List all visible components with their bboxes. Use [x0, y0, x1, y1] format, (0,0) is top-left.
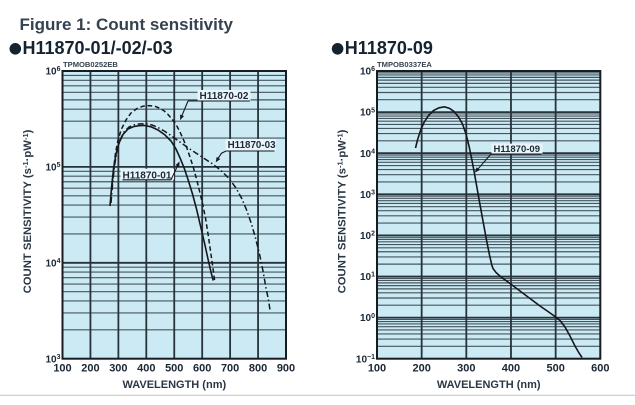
svg-text:WAVELENGTH (nm): WAVELENGTH (nm)	[122, 379, 226, 391]
svg-text:300: 300	[109, 362, 127, 374]
svg-text:H11870-01: H11870-01	[123, 170, 172, 181]
svg-text:101: 101	[360, 272, 375, 283]
svg-text:700: 700	[221, 362, 239, 374]
svg-text:106: 106	[45, 66, 60, 77]
svg-text:102: 102	[360, 231, 375, 242]
svg-text:400: 400	[137, 362, 155, 374]
svg-text:500: 500	[546, 362, 564, 374]
svg-text:600: 600	[591, 362, 609, 374]
svg-text:H11870-02: H11870-02	[200, 91, 249, 102]
svg-text:900: 900	[277, 362, 295, 374]
svg-text:800: 800	[249, 362, 267, 374]
svg-text:COUNT SENSITIVITY (s-1·pW-1): COUNT SENSITIVITY (s-1·pW-1)	[21, 129, 34, 293]
svg-text:600: 600	[193, 362, 211, 374]
svg-text:200: 200	[412, 362, 430, 374]
svg-text:H11870-09: H11870-09	[494, 144, 540, 155]
svg-text:103: 103	[360, 190, 375, 201]
svg-text:100: 100	[53, 362, 71, 374]
svg-text:H11870-09: H11870-09	[345, 38, 433, 58]
svg-text:103: 103	[45, 354, 60, 365]
svg-text:104: 104	[360, 148, 375, 159]
svg-text:105: 105	[45, 162, 60, 173]
svg-text:COUNT SENSITIVITY (s-1·pW-1): COUNT SENSITIVITY (s-1·pW-1)	[335, 129, 348, 293]
svg-text:WAVELENGTH (nm): WAVELENGTH (nm)	[437, 379, 541, 391]
svg-text:104: 104	[45, 258, 60, 269]
svg-text:TMPOB0337EA: TMPOB0337EA	[377, 60, 432, 69]
svg-text:105: 105	[360, 107, 375, 118]
svg-text:H11870-03: H11870-03	[228, 140, 276, 151]
svg-text:Figure 1: Count sensitivity: Figure 1: Count sensitivity	[20, 15, 234, 34]
svg-text:400: 400	[502, 362, 520, 374]
svg-text:H11870-01/-02/-03: H11870-01/-02/-03	[23, 38, 173, 58]
svg-text:TPMOB0252EB: TPMOB0252EB	[63, 60, 118, 69]
svg-text:300: 300	[457, 362, 475, 374]
svg-text:200: 200	[81, 362, 99, 374]
svg-text:100: 100	[368, 362, 386, 374]
svg-text:106: 106	[360, 66, 375, 77]
svg-text:500: 500	[165, 362, 183, 374]
svg-text:10−1: 10−1	[356, 354, 375, 365]
svg-text:100: 100	[360, 313, 375, 324]
